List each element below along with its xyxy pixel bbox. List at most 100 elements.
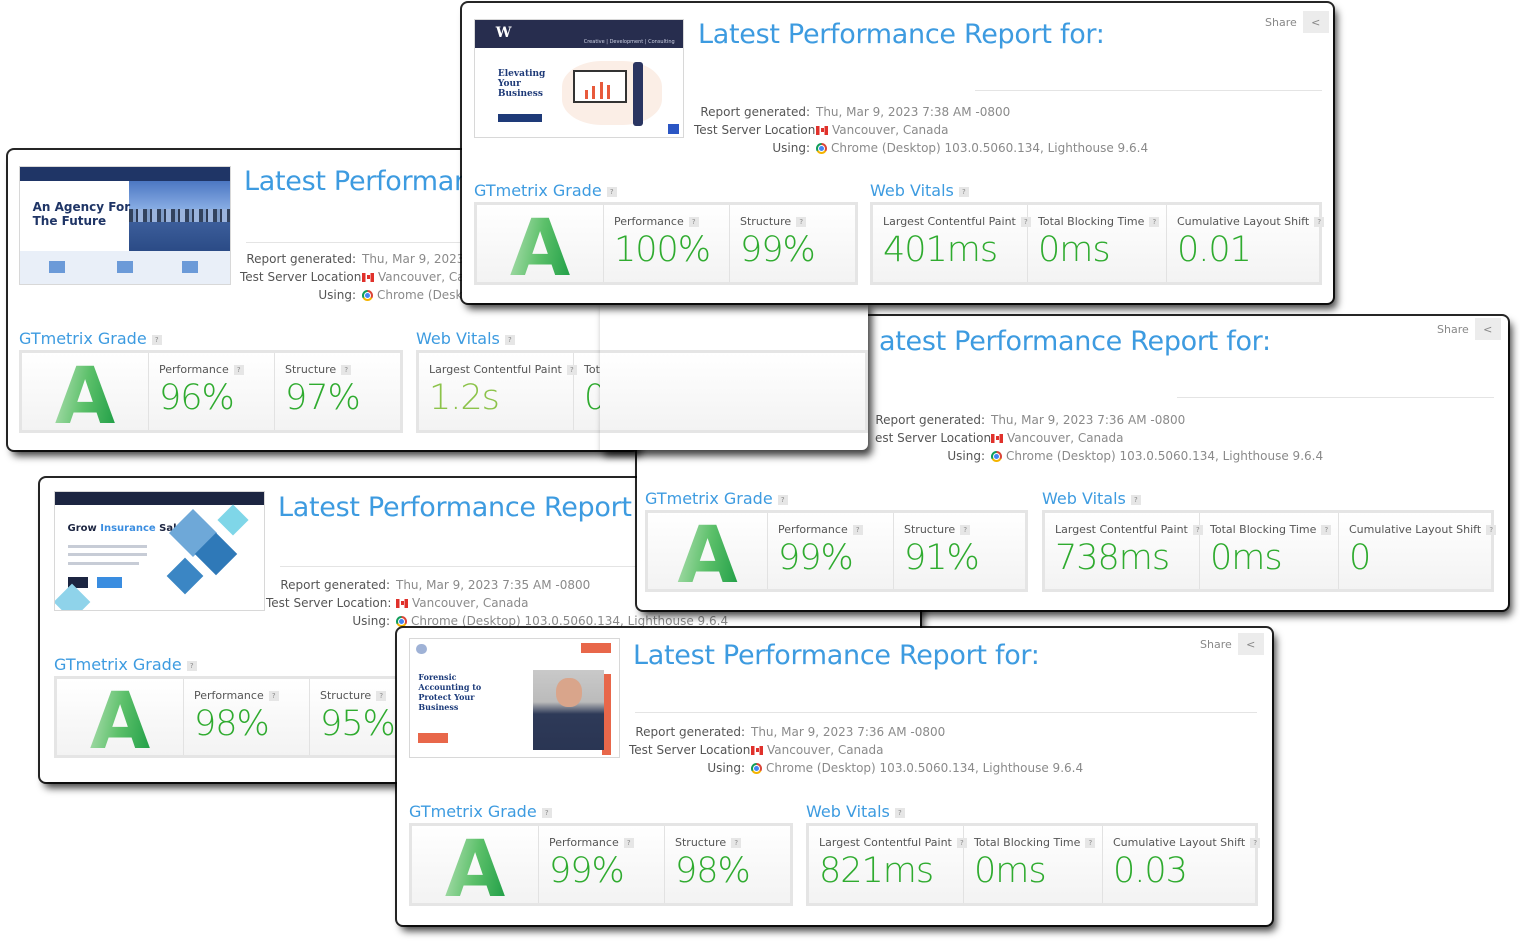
help-icon[interactable]: ?	[1321, 525, 1332, 535]
chrome-icon	[816, 142, 827, 154]
canada-flag-icon	[362, 272, 374, 282]
share-icon[interactable]: <	[1474, 318, 1501, 340]
help-icon[interactable]: ?	[233, 365, 244, 375]
report-meta: Report generated: Thu, Mar 9, 2023 7:35 A…	[266, 578, 729, 628]
grade-cell: A	[22, 353, 149, 436]
report-card-agency-extension	[600, 300, 868, 450]
help-icon[interactable]: ?	[504, 334, 515, 345]
help-icon[interactable]: ?	[731, 838, 742, 848]
help-icon[interactable]: ?	[852, 525, 863, 535]
performance-cell: Performance? 99%	[539, 826, 665, 903]
cls-cell: Cumulative Layout Shift? 0	[1339, 513, 1506, 589]
divider	[246, 242, 638, 243]
chrome-icon	[991, 450, 1002, 462]
report-meta: Report generated: Thu, Mar 9, 2023 7:36 A…	[875, 413, 1324, 463]
thumbnail-heading: Elevating Your Business	[497, 69, 546, 100]
help-icon[interactable]: ?	[956, 838, 967, 848]
report-meta: Report generated: Thu, Mar 9, 2023 7 Test…	[240, 252, 476, 302]
help-icon[interactable]: ?	[894, 807, 905, 818]
help-icon[interactable]: ?	[1486, 525, 1497, 535]
chrome-icon	[362, 289, 373, 301]
structure-score: 97%	[285, 378, 361, 418]
divider	[280, 566, 920, 567]
share-icon[interactable]: <	[1302, 11, 1329, 33]
help-icon[interactable]: ?	[1149, 217, 1160, 227]
help-icon[interactable]: ?	[566, 365, 577, 375]
help-icon[interactable]: ?	[688, 217, 699, 227]
gtmetrix-grade-heading: GTmetrix Grade?	[474, 181, 617, 200]
canada-flag-icon	[396, 598, 408, 608]
tbt-cell: Total Blocking Time? 0ms	[964, 826, 1103, 903]
help-icon[interactable]: ?	[376, 691, 387, 701]
cls-cell: Cumulative Layout Shift? 0.01	[1167, 205, 1333, 282]
performance-score: 98%	[194, 704, 270, 744]
help-icon[interactable]: ?	[268, 691, 279, 701]
structure-score: 99%	[740, 230, 816, 270]
help-icon[interactable]: ?	[796, 217, 807, 227]
help-icon[interactable]: ?	[1020, 217, 1031, 227]
tbt-cell: Total Blocking Time? 0ms	[1028, 205, 1167, 282]
web-vitals-panel: Largest Contentful Paint? 738ms Total Bl…	[1042, 510, 1497, 592]
help-icon[interactable]: ?	[1192, 525, 1203, 535]
help-icon[interactable]: ?	[341, 365, 352, 375]
help-icon[interactable]: ?	[1130, 494, 1141, 505]
gtmetrix-grade-panel: A Performance? 99% Structure? 91%	[645, 510, 1028, 595]
site-thumbnail: Grow Insurance Sales	[54, 491, 265, 611]
gtmetrix-grade-heading: GTmetrix Grade?	[409, 802, 552, 821]
share-button[interactable]: Share <	[1265, 11, 1329, 33]
canada-flag-icon	[991, 433, 1003, 443]
help-icon[interactable]: ?	[1250, 838, 1261, 848]
gtmetrix-grade-heading: GTmetrix Grade?	[645, 489, 788, 508]
share-icon[interactable]: <	[1237, 633, 1264, 655]
web-vitals-heading: Web Vitals?	[416, 329, 515, 348]
web-vitals-heading: Web Vitals?	[1042, 489, 1141, 508]
gtmetrix-grade-panel: A Performance? 99% Structure? 98%	[409, 823, 793, 909]
thumbnail-logo: W	[495, 25, 512, 42]
lcp-value: 821ms	[819, 851, 934, 891]
help-icon[interactable]: ?	[777, 494, 788, 505]
report-card-elevating: Share < W Creative | Development | Consul…	[462, 3, 1333, 303]
structure-cell: Structure? 91%	[894, 513, 1025, 589]
help-icon[interactable]: ?	[1085, 838, 1096, 848]
lcp-value: 1.2s	[429, 378, 500, 418]
lcp-cell: Largest Contentful Paint? 738ms	[1045, 513, 1203, 589]
performance-cell: Performance? 100%	[604, 205, 730, 282]
help-icon[interactable]: ?	[1314, 217, 1325, 227]
performance-score: 99%	[549, 851, 625, 891]
help-icon[interactable]: ?	[606, 186, 617, 197]
help-icon[interactable]: ?	[151, 334, 162, 345]
performance-score: 99%	[778, 538, 854, 578]
web-vitals-heading: Web Vitals?	[870, 181, 969, 200]
structure-cell: Structure? 97%	[275, 353, 400, 430]
structure-score: 91%	[904, 538, 980, 578]
web-vitals-panel: Largest Contentful Paint? 821ms Total Bl…	[806, 823, 1261, 906]
grade-cell: A	[477, 205, 604, 288]
cls-value: 0.03	[1113, 851, 1188, 891]
tbt-cell: Total Blocking Time? 0ms	[1200, 513, 1339, 589]
site-thumbnail: W Creative | Development | Consulting El…	[474, 19, 684, 138]
cls-cell: Cumulative Layout Shift? 0.03	[1103, 826, 1270, 903]
lcp-value: 401ms	[883, 230, 998, 270]
canada-flag-icon	[751, 745, 763, 755]
help-icon[interactable]: ?	[623, 838, 634, 848]
structure-score: 98%	[675, 851, 751, 891]
site-thumbnail: An Agency For The Future	[19, 166, 231, 285]
report-title: Latest Performance Report fo	[278, 492, 666, 523]
lcp-cell: Largest Contentful Paint? 821ms	[809, 826, 967, 903]
help-icon[interactable]: ?	[960, 525, 971, 535]
help-icon[interactable]: ?	[958, 186, 969, 197]
grade-cell: A	[57, 679, 184, 761]
share-button[interactable]: Share <	[1200, 633, 1264, 655]
report-card-forensic: Share < Forensic Accounting to Protect Yo…	[397, 628, 1272, 925]
web-vitals-heading: Web Vitals?	[806, 802, 905, 821]
help-icon[interactable]: ?	[541, 807, 552, 818]
share-button[interactable]: Share <	[1437, 318, 1501, 340]
web-vitals-panel-extension	[600, 350, 868, 433]
site-thumbnail: Forensic Accounting to Protect Your Busi…	[409, 638, 620, 758]
divider	[635, 712, 1257, 713]
canada-flag-icon	[816, 125, 828, 135]
thumbnail-heading: Forensic Accounting to Protect Your Busi…	[418, 672, 482, 713]
help-icon[interactable]: ?	[186, 660, 197, 671]
gtmetrix-grade-panel: A Performance? 96% Structure? 97%	[19, 350, 403, 436]
divider	[975, 90, 1322, 91]
